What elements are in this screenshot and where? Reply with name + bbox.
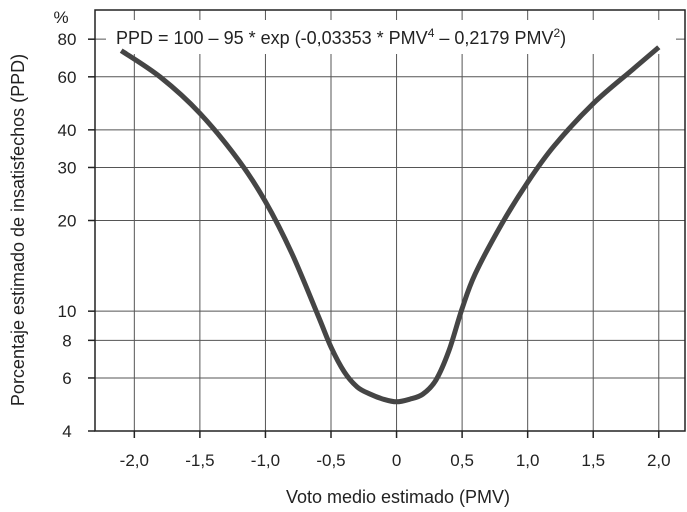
x-tick-label: 0 (392, 451, 401, 470)
x-tick-label: -2,0 (120, 451, 149, 470)
y-tick-label: 10 (58, 302, 77, 321)
y-axis-title: Porcentaje estimado de insatisfechos (PP… (8, 54, 28, 406)
formula-suffix: ) (560, 28, 566, 48)
x-tick-label: 1,5 (581, 451, 605, 470)
x-tick-label: 0,5 (450, 451, 474, 470)
formula-exponent-4: 4 (428, 26, 435, 40)
ppd-curve-line (119, 45, 661, 405)
formula-annotation: PPD = 100 – 95 * exp (-0,03353 * PMV4 – … (116, 26, 566, 48)
y-tick-label: 60 (58, 68, 77, 87)
y-axis-ticks: 4 6 8 10 20 30 40 60 80 (58, 30, 95, 441)
y-tick-label: 40 (58, 121, 77, 140)
y-tick-label: 6 (62, 369, 71, 388)
y-tick-label: 8 (62, 331, 71, 350)
x-tick-label: 1,0 (516, 451, 540, 470)
series-layer (119, 45, 661, 405)
x-tick-label: 2,0 (647, 451, 671, 470)
formula-prefix: PPD = 100 – 95 * exp (-0,03353 * PMV (116, 28, 428, 48)
y-axis-unit: % (53, 8, 68, 27)
horizontal-gridlines (95, 38, 685, 379)
x-axis-title: Voto medio estimado (PMV) (286, 487, 510, 507)
formula-exponent-2: 2 (553, 26, 560, 40)
y-tick-label: 80 (58, 30, 77, 49)
x-tick-label: -1,5 (185, 451, 214, 470)
y-tick-label: 20 (58, 212, 77, 231)
x-axis-ticks: -2,0 -1,5 -1,0 -0,5 0 0,5 1,0 1,5 2,0 (120, 431, 671, 470)
y-tick-label: 4 (62, 422, 71, 441)
x-tick-label: -0,5 (316, 451, 345, 470)
formula-middle: – 0,2179 PMV (434, 28, 553, 48)
y-tick-label: 30 (58, 158, 77, 177)
formula-background (106, 20, 676, 54)
x-tick-label: -1,0 (251, 451, 280, 470)
